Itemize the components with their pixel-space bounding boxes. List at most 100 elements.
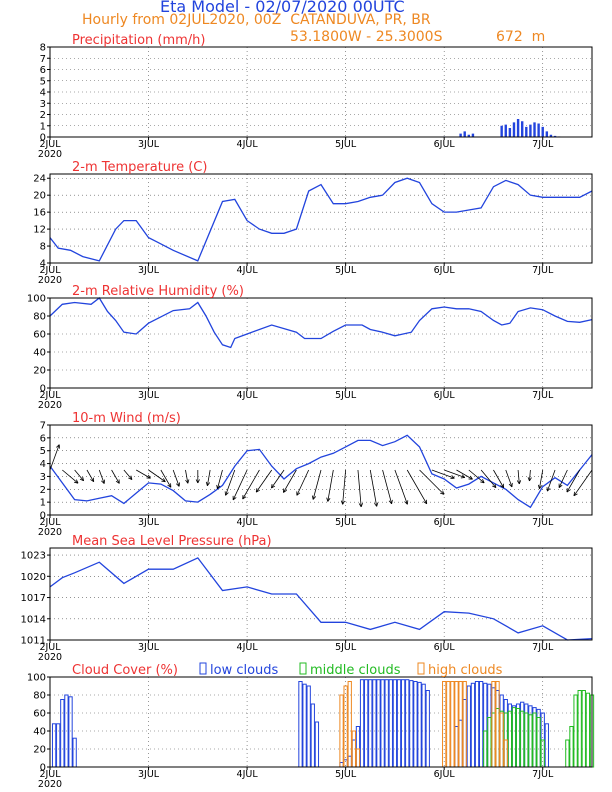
wind-arrowhead (128, 477, 133, 480)
precip-bar (512, 122, 516, 137)
wind-arrow (172, 469, 180, 487)
x-tick-label: 7JUL (532, 642, 554, 653)
wind-arrowhead (74, 481, 79, 484)
panel-title: Cloud Cover (%) (72, 663, 178, 678)
cloud-bar (364, 679, 369, 768)
y-tick-label: 20 (33, 745, 46, 756)
y-tick-label: 1023 (21, 551, 46, 562)
series-line (49, 177, 593, 262)
wind-arrow (394, 469, 408, 505)
wind-arrow (493, 469, 505, 488)
wind-arrow (271, 469, 285, 489)
wind-arrow (382, 469, 393, 504)
wind-arrow (517, 469, 520, 484)
wind-arrowhead (296, 492, 301, 496)
wind-arrowhead (187, 479, 190, 484)
y-tick-label: 7 (40, 421, 46, 432)
x-tick-sublabel: 2020 (38, 275, 62, 286)
wind-arrowhead (340, 500, 344, 505)
cloud-bar (487, 717, 492, 768)
wind-arrowhead (271, 484, 273, 489)
x-tick-label: 3JUL (138, 642, 160, 653)
x-tick-label: 2JUL (39, 139, 61, 150)
x-tick-label: 5JUL (335, 139, 357, 150)
x-tick-label: 4JUL (237, 139, 259, 150)
x-tick-label: 3JUL (138, 390, 160, 401)
precip-bar (504, 124, 507, 137)
legend-label: high clouds (428, 663, 503, 678)
y-tick-label: 0 (40, 511, 46, 522)
x-tick-label: 6JUL (434, 139, 456, 150)
precip-bar (525, 126, 528, 137)
cloud-bar (60, 699, 65, 768)
wind-arrowhead (374, 502, 378, 507)
precip-bar (529, 124, 532, 137)
wind-arrowhead (255, 488, 258, 493)
cloud-bar (462, 681, 467, 768)
y-tick-label: 20 (33, 191, 46, 202)
wind-arrowhead (312, 496, 317, 500)
x-tick-sublabel: 2020 (38, 527, 62, 538)
x-tick-label: 6JUL (434, 642, 456, 653)
chart-title: Eta Model - 02/07/2020 00UTC (160, 0, 405, 16)
cloud-bar (56, 723, 61, 768)
wind-arrowhead (558, 484, 563, 488)
wind-arrow (185, 469, 189, 484)
elevation: 672 m (496, 29, 546, 45)
wind-arrowhead (130, 475, 133, 480)
cloud-bar (339, 694, 344, 768)
wind-arrow (312, 469, 322, 500)
precip-bar (459, 133, 462, 137)
wind-arrow (369, 469, 378, 507)
cloud-bar (491, 681, 496, 768)
wind-arrowhead (404, 501, 408, 505)
wind-arrowhead (90, 479, 94, 483)
cloud-bar (72, 737, 77, 768)
cloud-bar (417, 681, 422, 768)
wind-arrowhead (461, 474, 466, 478)
cloud-bar (306, 685, 311, 768)
cloud-bar (351, 730, 356, 768)
panel-title: Precipitation (mm/h) (72, 33, 205, 48)
y-tick-label: 8 (40, 242, 46, 253)
wind-arrow (357, 469, 362, 507)
wind-arrow (505, 469, 513, 488)
wind-arrowhead (216, 484, 218, 489)
wind-arrowhead (271, 485, 276, 489)
y-tick-label: 40 (33, 727, 46, 738)
x-tick-label: 6JUL (434, 769, 456, 780)
wind-arrowhead (232, 497, 237, 501)
wind-arrow (456, 469, 473, 480)
wind-arrowhead (492, 485, 497, 488)
x-tick-label: 2JUL (39, 517, 61, 528)
wind-arrowhead (256, 489, 260, 493)
y-tick-label: 100 (27, 294, 46, 305)
y-tick-label: 8 (40, 43, 46, 54)
precip-bar (463, 131, 466, 137)
y-tick-label: 0 (40, 133, 46, 144)
cloud-bar (372, 679, 377, 768)
cloud-bar (359, 679, 365, 768)
wind-arrow (283, 469, 297, 493)
x-tick-label: 7JUL (532, 265, 554, 276)
chart-subtitle: Hourly from 02JUL2020, 00Z CATANDUVA, PR… (82, 12, 431, 28)
panel-frame (49, 676, 593, 768)
y-tick-label: 1011 (21, 636, 46, 647)
wind-arrow (225, 469, 236, 496)
y-tick-label: 6 (40, 65, 46, 76)
precip-bar (545, 131, 549, 137)
wind-arrow (558, 469, 568, 488)
wind-arrowhead (242, 496, 247, 500)
legend-label: low clouds (210, 663, 279, 678)
cloud-bar (380, 679, 385, 768)
wind-arrowhead (469, 475, 473, 480)
wind-arrowhead (388, 500, 392, 505)
x-tick-label: 7JUL (532, 517, 554, 528)
y-tick-label: 3 (40, 472, 46, 483)
legend-swatch (299, 662, 307, 675)
precip-bar (467, 134, 471, 137)
cloud-bar (507, 710, 513, 768)
wind-arrowhead (500, 485, 504, 489)
wind-arrowhead (195, 479, 199, 484)
y-tick-label: 24 (33, 174, 46, 185)
